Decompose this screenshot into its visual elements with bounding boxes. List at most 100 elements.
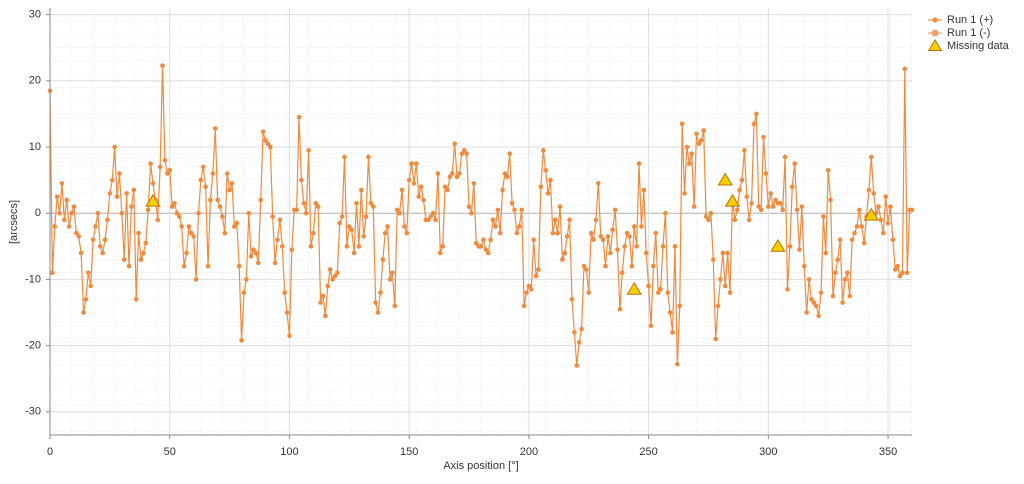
- point: [83, 296, 89, 302]
- point: [133, 296, 139, 302]
- point: [789, 184, 795, 190]
- point: [232, 224, 237, 229]
- point: [81, 310, 86, 315]
- point: [239, 338, 244, 343]
- point: [457, 171, 462, 176]
- point: [794, 207, 800, 213]
- point: [442, 184, 448, 190]
- point: [792, 161, 797, 166]
- y-tick-label: 10: [29, 141, 41, 153]
- point: [610, 227, 615, 233]
- point: [878, 217, 884, 223]
- point: [524, 290, 529, 295]
- point: [279, 244, 285, 249]
- point: [593, 217, 599, 223]
- point: [696, 141, 702, 147]
- point: [313, 200, 319, 206]
- point: [229, 181, 235, 186]
- point: [900, 270, 905, 276]
- y-tick-label: 30: [29, 9, 41, 21]
- point: [406, 177, 412, 183]
- point: [691, 204, 697, 209]
- point: [540, 148, 546, 153]
- point: [311, 230, 316, 236]
- point: [373, 300, 378, 305]
- point: [418, 184, 424, 190]
- point: [430, 210, 436, 216]
- point: [198, 177, 204, 183]
- point: [327, 267, 333, 272]
- point: [303, 210, 309, 216]
- point: [871, 191, 876, 196]
- point: [404, 230, 410, 236]
- point: [363, 214, 369, 219]
- legend-label[interactable]: Run 1 (+): [947, 14, 993, 26]
- point: [347, 224, 352, 229]
- point: [210, 171, 216, 176]
- point: [52, 224, 58, 229]
- point: [485, 250, 491, 256]
- point: [828, 197, 833, 203]
- point: [670, 330, 675, 335]
- point: [78, 250, 84, 256]
- point: [883, 194, 888, 199]
- point: [734, 207, 740, 213]
- point: [473, 240, 479, 246]
- y-axis-title: [arcsecs]: [8, 200, 20, 244]
- point: [119, 210, 125, 216]
- point: [165, 171, 170, 176]
- point: [629, 263, 635, 269]
- point: [76, 234, 82, 239]
- point: [624, 230, 630, 236]
- point: [469, 210, 474, 216]
- point: [124, 191, 129, 196]
- point: [797, 247, 802, 252]
- point: [452, 141, 457, 147]
- point: [495, 207, 501, 213]
- point: [641, 187, 647, 193]
- point: [655, 290, 661, 295]
- point: [648, 323, 654, 329]
- point: [892, 267, 898, 272]
- point: [615, 247, 620, 252]
- point: [569, 296, 575, 302]
- point: [660, 244, 666, 249]
- point: [342, 154, 347, 160]
- point: [478, 244, 484, 249]
- point: [227, 187, 232, 193]
- point: [471, 181, 477, 186]
- point: [105, 217, 110, 223]
- point: [282, 290, 287, 295]
- point: [394, 207, 400, 213]
- point: [287, 333, 292, 338]
- point: [778, 200, 783, 206]
- legend-label[interactable]: Run 1 (-): [947, 27, 990, 39]
- point: [804, 310, 809, 315]
- x-tick-label: 250: [639, 446, 657, 458]
- point: [653, 230, 659, 236]
- point: [349, 227, 355, 233]
- point: [502, 171, 508, 176]
- point: [97, 244, 103, 249]
- point: [895, 263, 900, 269]
- point: [320, 293, 326, 299]
- point: [732, 217, 738, 223]
- point: [148, 161, 153, 166]
- point: [354, 200, 359, 206]
- point: [378, 290, 383, 295]
- point: [667, 310, 673, 315]
- point: [435, 171, 441, 176]
- point: [143, 240, 149, 246]
- y-tick-label: -10: [25, 273, 41, 285]
- point: [203, 184, 208, 190]
- legend-label[interactable]: Missing data: [947, 40, 1010, 52]
- point: [854, 224, 860, 229]
- point: [868, 154, 874, 160]
- point: [684, 144, 690, 150]
- point: [138, 257, 144, 262]
- point: [847, 293, 853, 299]
- point: [131, 187, 137, 193]
- point: [323, 313, 328, 319]
- point: [739, 177, 745, 183]
- point: [545, 191, 551, 196]
